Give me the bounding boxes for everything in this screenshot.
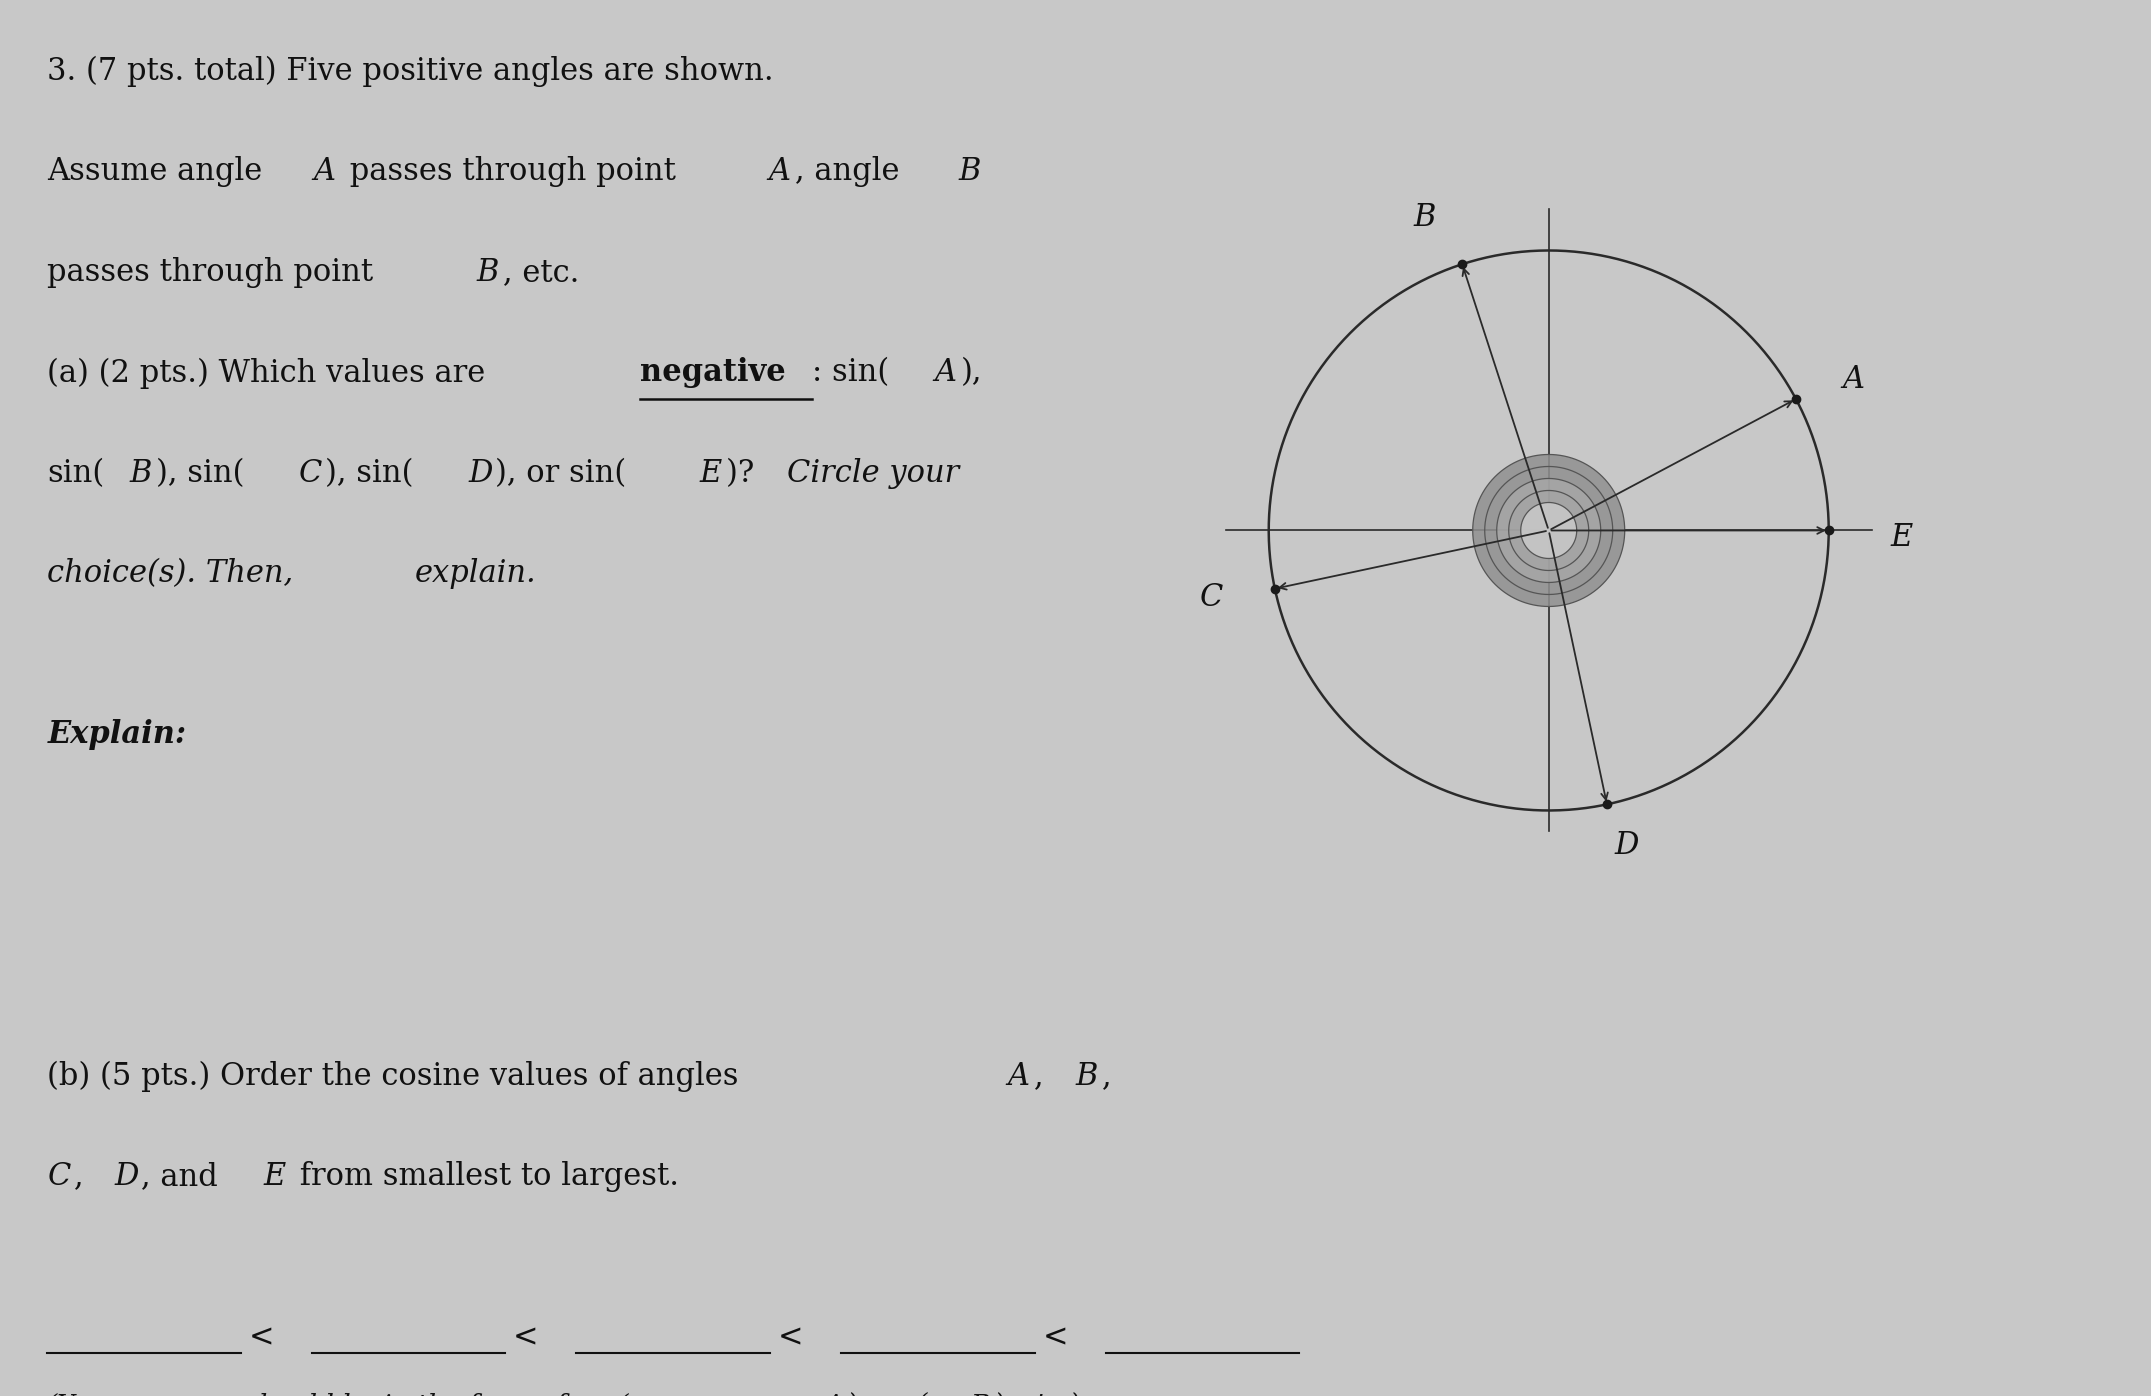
Text: B: B bbox=[1076, 1061, 1097, 1092]
Text: E: E bbox=[699, 458, 721, 489]
Text: (Your answers should be in the form of cos(: (Your answers should be in the form of c… bbox=[47, 1393, 628, 1396]
Text: B: B bbox=[959, 156, 981, 187]
Text: B: B bbox=[475, 257, 499, 288]
Text: ), cos(: ), cos( bbox=[847, 1393, 927, 1396]
Text: ), or sin(: ), or sin( bbox=[495, 458, 626, 489]
Text: ,: , bbox=[1101, 1061, 1112, 1092]
Text: C: C bbox=[1200, 582, 1224, 613]
Text: <: < bbox=[250, 1322, 273, 1353]
Text: 3. (7 pts. total) Five positive angles are shown.: 3. (7 pts. total) Five positive angles a… bbox=[47, 56, 774, 87]
Text: explain.: explain. bbox=[415, 558, 538, 589]
Text: C: C bbox=[47, 1161, 71, 1192]
Text: Explain:: Explain: bbox=[47, 719, 187, 750]
Text: B: B bbox=[970, 1393, 989, 1396]
Text: D: D bbox=[469, 458, 493, 489]
Text: D: D bbox=[114, 1161, 140, 1192]
Text: A: A bbox=[934, 357, 957, 388]
Ellipse shape bbox=[1521, 503, 1577, 558]
Text: from smallest to largest.: from smallest to largest. bbox=[290, 1161, 680, 1192]
Text: : sin(: : sin( bbox=[811, 357, 888, 388]
Text: A: A bbox=[1007, 1061, 1030, 1092]
Text: B: B bbox=[129, 458, 151, 489]
Text: ), sin(: ), sin( bbox=[325, 458, 413, 489]
Text: , and: , and bbox=[142, 1161, 228, 1192]
Text: choice(s). Then,: choice(s). Then, bbox=[47, 558, 303, 589]
Text: )?: )? bbox=[725, 458, 764, 489]
Text: <: < bbox=[779, 1322, 802, 1353]
Text: Assume angle: Assume angle bbox=[47, 156, 273, 187]
Text: A: A bbox=[824, 1393, 843, 1396]
Text: D: D bbox=[1615, 829, 1639, 861]
Text: Circle your: Circle your bbox=[787, 458, 959, 489]
Text: negative: negative bbox=[641, 357, 785, 388]
Text: ,: , bbox=[73, 1161, 92, 1192]
Text: A: A bbox=[1841, 364, 1865, 395]
Text: E: E bbox=[1891, 522, 1912, 553]
Text: ), etc.): ), etc.) bbox=[994, 1393, 1080, 1396]
Text: , etc.: , etc. bbox=[503, 257, 579, 288]
Text: ), sin(: ), sin( bbox=[155, 458, 243, 489]
Text: A: A bbox=[768, 156, 792, 187]
Ellipse shape bbox=[1497, 479, 1600, 582]
Ellipse shape bbox=[1473, 455, 1624, 606]
Text: passes through point: passes through point bbox=[47, 257, 383, 288]
Text: (b) (5 pts.) Order the cosine values of angles: (b) (5 pts.) Order the cosine values of … bbox=[47, 1061, 749, 1092]
Text: B: B bbox=[1413, 202, 1437, 233]
Text: <: < bbox=[1043, 1322, 1067, 1353]
Text: E: E bbox=[265, 1161, 286, 1192]
Text: , angle: , angle bbox=[796, 156, 910, 187]
Text: A: A bbox=[312, 156, 336, 187]
Text: (a) (2 pts.) Which values are: (a) (2 pts.) Which values are bbox=[47, 357, 495, 388]
Text: passes through point: passes through point bbox=[340, 156, 686, 187]
Text: sin(: sin( bbox=[47, 458, 105, 489]
Text: ),: ), bbox=[961, 357, 983, 388]
Text: <: < bbox=[514, 1322, 538, 1353]
Text: ,: , bbox=[1035, 1061, 1054, 1092]
Text: C: C bbox=[299, 458, 323, 489]
